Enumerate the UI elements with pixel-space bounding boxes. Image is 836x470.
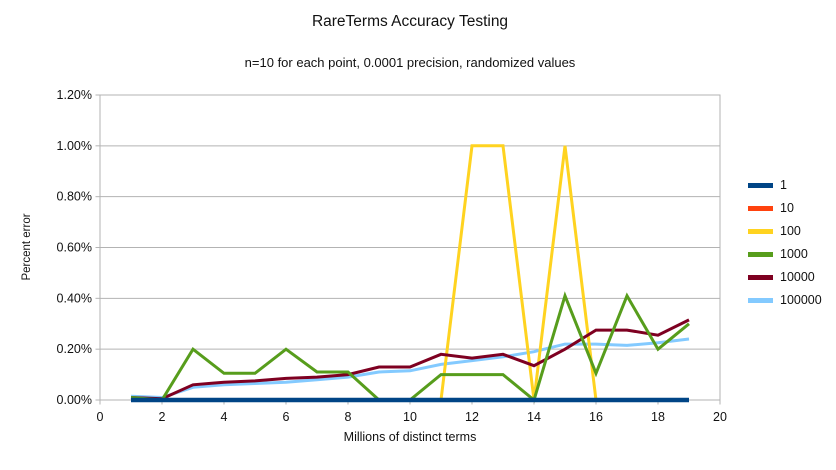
legend-item-10: 10 bbox=[748, 197, 822, 220]
x-tick-label: 14 bbox=[527, 410, 541, 424]
x-tick-label: 10 bbox=[403, 410, 417, 424]
chart-subtitle: n=10 for each point, 0.0001 precision, r… bbox=[244, 55, 576, 70]
series-line-100000 bbox=[130, 337, 690, 400]
x-tick-label: 18 bbox=[651, 410, 665, 424]
legend-swatch-100000 bbox=[748, 298, 773, 303]
legend-swatch-100 bbox=[748, 229, 773, 234]
x-axis-title: Millions of distinct terms bbox=[343, 430, 477, 444]
x-tick-label: 12 bbox=[465, 410, 479, 424]
legend-label: 1000 bbox=[780, 247, 808, 261]
legend-swatch-1 bbox=[748, 183, 773, 188]
legend-swatch-10 bbox=[748, 206, 773, 211]
x-tick-label: 8 bbox=[345, 410, 352, 424]
x-tick-label: 0 bbox=[97, 410, 104, 424]
series-line-10000 bbox=[130, 318, 690, 401]
chart-legend: 1 10 100 1000 10000 100000 bbox=[748, 174, 822, 312]
y-axis-title: Percent error bbox=[21, 213, 33, 281]
legend-item-100000: 100000 bbox=[748, 289, 822, 312]
legend-item-100: 100 bbox=[748, 220, 822, 243]
legend-label: 10000 bbox=[780, 270, 815, 284]
legend-item-10000: 10000 bbox=[748, 266, 822, 289]
legend-swatch-10000 bbox=[748, 275, 773, 280]
y-tick-label: 0.20% bbox=[57, 342, 92, 356]
y-tick-label: 0.60% bbox=[57, 241, 92, 255]
y-tick-label: 1.20% bbox=[57, 88, 92, 102]
legend-label: 10 bbox=[780, 201, 794, 215]
legend-label: 1 bbox=[780, 178, 787, 192]
legend-item-1: 1 bbox=[748, 174, 822, 197]
y-tick-label: 0.40% bbox=[57, 291, 92, 305]
legend-item-1000: 1000 bbox=[748, 243, 822, 266]
series-line-100 bbox=[131, 144, 689, 402]
y-tick-label: 0.00% bbox=[57, 393, 92, 407]
legend-label: 100000 bbox=[780, 293, 822, 307]
y-tick-label: 0.80% bbox=[57, 190, 92, 204]
x-tick-label: 16 bbox=[589, 410, 603, 424]
y-tick-label: 1.00% bbox=[57, 139, 92, 153]
x-tick-label: 20 bbox=[713, 410, 727, 424]
x-tick-label: 4 bbox=[221, 410, 228, 424]
x-tick-label: 2 bbox=[159, 410, 166, 424]
chart-title: RareTerms Accuracy Testing bbox=[311, 13, 509, 30]
legend-label: 100 bbox=[780, 224, 801, 238]
x-tick-label: 6 bbox=[283, 410, 290, 424]
legend-swatch-1000 bbox=[748, 252, 773, 257]
